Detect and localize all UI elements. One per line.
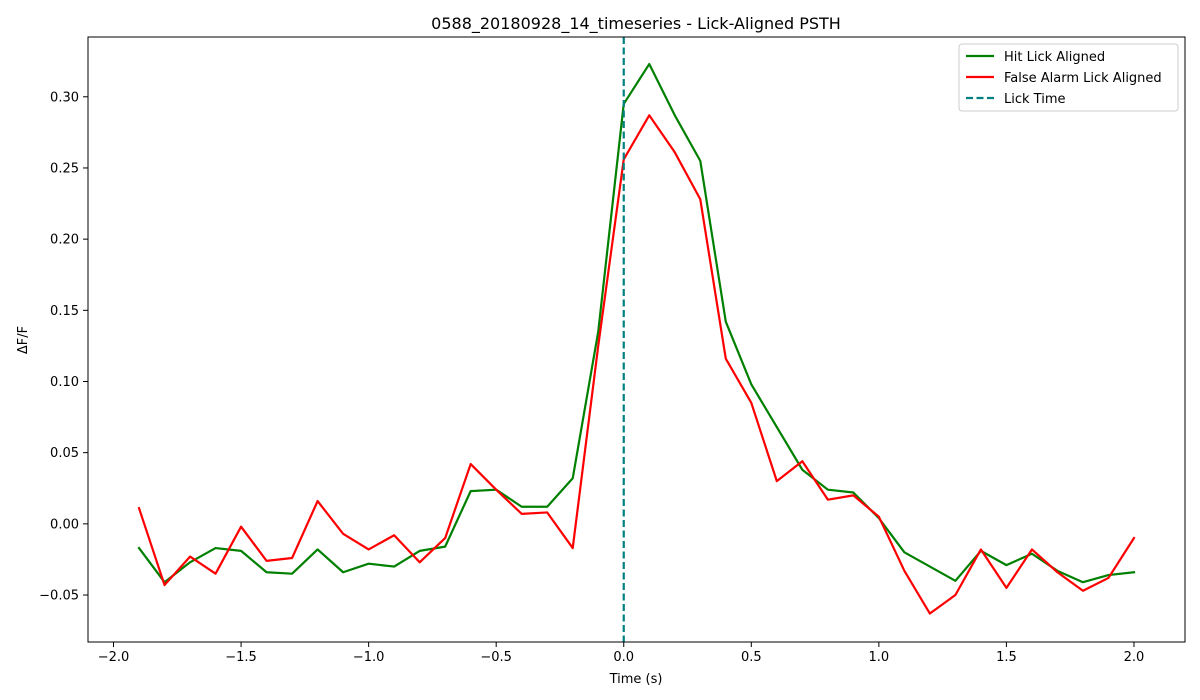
y-tick-label: 0.10	[50, 375, 79, 390]
series-line-false-alarm-lick-aligned	[137, 114, 1136, 615]
y-axis: −0.05 0.00 0.05 0.10 0.15 0.20 0.25 0.30	[39, 90, 88, 604]
chart-title: 0588_20180928_14_timeseries - Lick-Align…	[431, 14, 841, 34]
x-tick-label: −1.5	[225, 650, 257, 665]
lines-layer	[137, 37, 1136, 642]
legend-items: Hit Lick Aligned False Alarm Lick Aligned…	[966, 50, 1162, 107]
legend-label: False Alarm Lick Aligned	[1004, 71, 1162, 86]
x-tick-label: −0.5	[480, 650, 512, 665]
legend-frame	[958, 43, 1179, 112]
x-tick-label: 0.5	[741, 650, 762, 665]
legend-item-lick-time: Lick Time	[966, 92, 1065, 107]
legend-label: Hit Lick Aligned	[1004, 50, 1105, 65]
x-tick-label: 1.5	[996, 650, 1017, 665]
y-tick-label: 0.15	[50, 304, 79, 319]
y-tick-label: 0.05	[50, 446, 79, 461]
x-tick-label: 2.0	[1124, 650, 1145, 665]
legend-item-false-alarm-lick-aligned: False Alarm Lick Aligned	[966, 71, 1162, 86]
legend-item-hit-lick-aligned: Hit Lick Aligned	[966, 50, 1105, 65]
series-line-hit-lick-aligned	[137, 62, 1136, 584]
x-tick-label: −2.0	[98, 650, 130, 665]
y-tick-label: 0.25	[50, 161, 79, 176]
y-tick-label: −0.05	[39, 589, 79, 604]
plot-area	[87, 36, 1186, 643]
plot-frame	[87, 36, 1186, 643]
y-tick-label: 0.20	[50, 233, 79, 248]
x-tick-label: 0.0	[613, 650, 634, 665]
y-tick-label: 0.30	[50, 90, 79, 105]
plot-background	[88, 37, 1185, 642]
x-tick-label: 1.0	[869, 650, 890, 665]
legend-label: Lick Time	[1004, 92, 1065, 107]
x-axis-label: Time (s)	[609, 672, 663, 687]
legend: Hit Lick Aligned False Alarm Lick Aligned…	[958, 43, 1179, 112]
x-axis: −2.0 −1.5 −1.0 −0.5 0.0 0.5 1.0 1.5 2.0	[98, 642, 1145, 665]
x-tick-label: −1.0	[353, 650, 385, 665]
y-axis-label: ΔF/F	[16, 326, 31, 354]
y-tick-label: 0.00	[50, 517, 79, 532]
